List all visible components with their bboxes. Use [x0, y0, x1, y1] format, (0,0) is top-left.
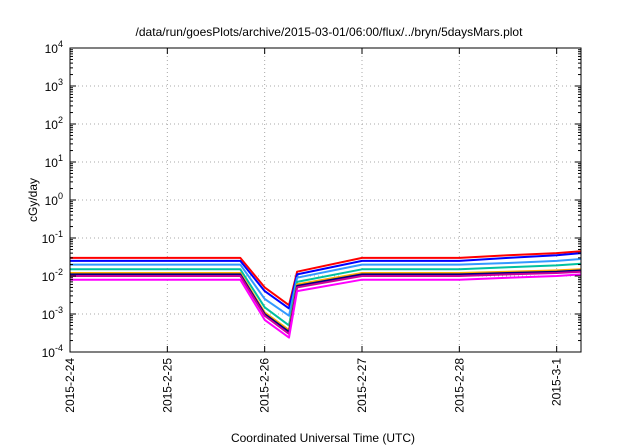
y-tick-label: 100: [45, 191, 63, 208]
x-tick-label: 2015-2-27: [355, 358, 369, 413]
x-tick-label: 2015-2-25: [160, 358, 174, 413]
y-tick-label: 10-2: [42, 267, 63, 284]
y-tick-label: 10-1: [42, 229, 63, 246]
x-tick-label: 2015-2-24: [63, 358, 77, 413]
y-tick-label: 10-3: [42, 305, 63, 322]
x-axis-label: Coordinated Universal Time (UTC): [231, 431, 415, 445]
series-line: [70, 258, 582, 317]
y-tick-label: 101: [45, 153, 63, 170]
series-line: [70, 273, 582, 339]
chart-title: /data/run/goesPlots/archive/2015-03-01/0…: [136, 25, 524, 39]
series-group: [70, 250, 582, 339]
series-line: [70, 252, 582, 310]
y-tick-label: 104: [45, 39, 63, 56]
y-tick-label: 103: [45, 77, 63, 94]
grid: [70, 48, 581, 352]
x-tick-label: 2015-3-1: [550, 358, 564, 406]
y-axis: 10-4 10-3 10-2 10-1 100 101 102 103 104: [42, 39, 581, 360]
x-tick-label: 2015-2-28: [452, 358, 466, 413]
x-tick-label: 2015-2-26: [258, 358, 272, 413]
y-tick-label: 10-4: [42, 343, 63, 360]
x-axis: 2015-2-24 2015-2-25 2015-2-26 2015-2-27 2015…: [63, 48, 564, 413]
y-tick-label: 102: [45, 115, 63, 132]
y-axis-label: cGy/day: [26, 178, 40, 222]
